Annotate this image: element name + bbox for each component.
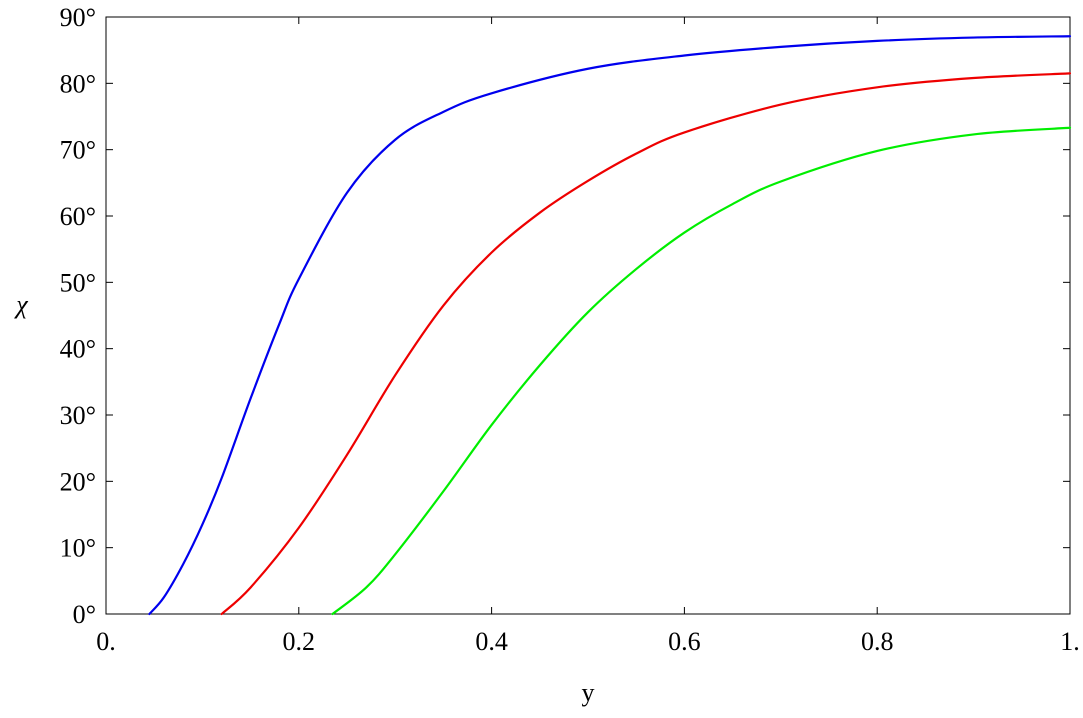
x-tick-label: 0. [96,627,116,656]
y-tick-label: 20° [60,467,96,496]
y-tick-label: 70° [60,136,96,165]
y-tick-label: 40° [60,335,96,364]
y-tick-label: 0° [73,600,96,629]
series-line-green [331,126,1072,616]
x-tick-label: 0.2 [283,627,316,656]
y-tick-label: 90° [60,3,96,32]
y-tick-label: 50° [60,268,96,297]
x-tick-label: 1. [1060,627,1080,656]
y-axis-label: χ [13,290,28,319]
series-line-blue [148,35,1072,616]
x-tick-label: 0.4 [475,627,508,656]
x-tick-label: 0.6 [668,627,701,656]
y-tick-label: 30° [60,401,96,430]
x-axis-ticks: 0. 0.2 0.4 0.6 0.8 1. [96,17,1080,656]
x-axis-label: y [582,678,595,707]
y-tick-label: 10° [60,534,96,563]
series-line-red [220,72,1072,616]
plot-area-frame [105,16,1071,615]
x-tick-label: 0.8 [861,627,894,656]
y-tick-label: 60° [60,202,96,231]
y-axis-ticks: 0° 10° 20° 30° 40° 50° 60° 70° 80° 90° [60,3,1070,629]
y-tick-label: 80° [60,69,96,98]
series-layer [148,35,1072,616]
